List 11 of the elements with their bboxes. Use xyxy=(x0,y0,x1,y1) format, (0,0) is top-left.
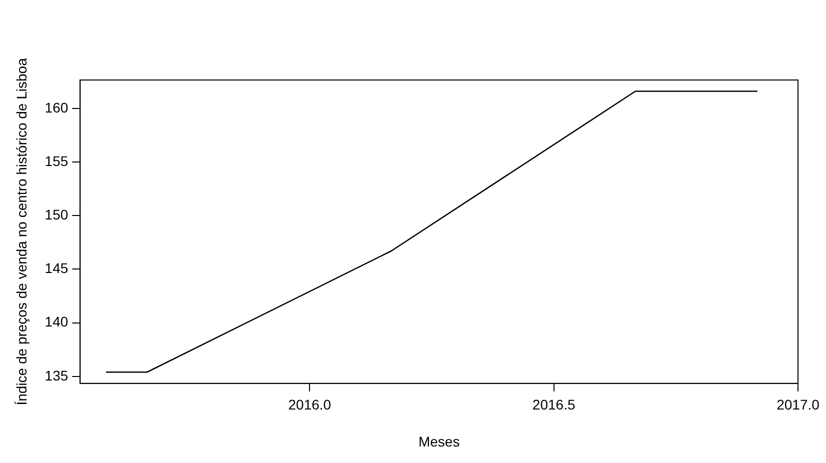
x-tick-label: 2016.5 xyxy=(532,396,576,413)
y-tick-label: 160 xyxy=(44,99,68,116)
y-tick-label: 155 xyxy=(44,152,68,169)
y-axis-title: Índice de preços de venda no centro histórico de Lisboa xyxy=(13,58,30,406)
x-tick-label: 2016.0 xyxy=(288,396,332,413)
y-tick-label: 145 xyxy=(44,260,68,276)
x-axis-title: Meses xyxy=(418,433,460,450)
y-tick-label: 150 xyxy=(44,206,68,222)
y-tick-label: 135 xyxy=(44,367,68,384)
y-tick-label: 140 xyxy=(44,314,68,330)
x-tick-label: 2017.0 xyxy=(776,396,820,413)
